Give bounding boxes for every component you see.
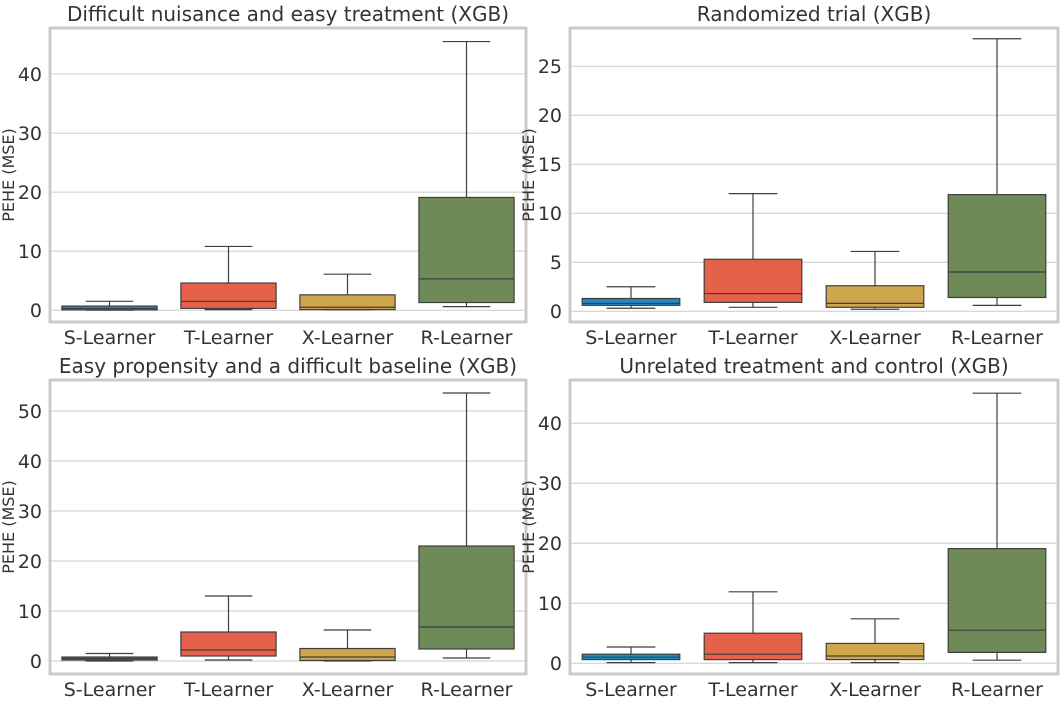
box-iqr — [180, 282, 277, 310]
x-tick-label: X-Learner — [302, 327, 394, 349]
box-iqr — [825, 642, 925, 661]
chart-title: Difficult nuisance and easy treatment (X… — [67, 2, 509, 26]
x-tick-label: X-Learner — [829, 679, 921, 701]
x-tick-label: S-Learner — [64, 679, 156, 701]
y-tick-label: 25 — [538, 56, 562, 78]
y-tick-label: 15 — [538, 154, 562, 176]
y-tick-label: 20 — [18, 182, 42, 204]
x-tick-label: T-Learner — [707, 679, 798, 701]
box-x-learner — [299, 629, 396, 662]
x-tick-label: S-Learner — [585, 679, 677, 701]
x-tick-label: R-Learner — [421, 327, 513, 349]
y-tick-label: 30 — [18, 501, 42, 523]
box-iqr — [418, 545, 515, 650]
box-r-learner — [947, 38, 1047, 306]
y-axis-label: PEHE (MSE) — [519, 480, 538, 574]
axes-frame — [568, 378, 1060, 676]
y-tick-label: 0 — [550, 301, 562, 323]
y-tick-label: 40 — [18, 64, 42, 86]
y-axis-label: PEHE (MSE) — [519, 128, 538, 222]
x-tick-label: S-Learner — [585, 327, 677, 349]
y-tick-label: 0 — [30, 300, 42, 322]
box-x-learner — [299, 273, 396, 311]
box-r-learner — [418, 40, 515, 308]
axes-frame — [48, 378, 528, 676]
y-tick-label: 10 — [538, 593, 562, 615]
y-tick-label: 10 — [18, 241, 42, 263]
x-tick-label: R-Learner — [421, 679, 513, 701]
box-iqr — [299, 647, 396, 662]
x-tick-label: T-Learner — [183, 327, 274, 349]
box-iqr — [825, 285, 925, 308]
box-x-learner — [825, 618, 925, 664]
box-iqr — [947, 194, 1047, 299]
box-s-learner — [581, 646, 681, 664]
chart-title: Randomized trial (XGB) — [697, 2, 932, 26]
box-r-learner — [947, 392, 1047, 661]
y-tick-label: 10 — [18, 601, 42, 623]
y-tick-label: 50 — [18, 401, 42, 423]
y-tick-label: 20 — [538, 533, 562, 555]
box-iqr — [703, 258, 803, 303]
x-tick-label: S-Learner — [64, 327, 156, 349]
subplot-3: 0 10 20 30 40 50 Easy propensity and a difficu… — [0, 354, 528, 701]
box-t-learner — [703, 591, 803, 664]
box-iqr — [180, 631, 277, 657]
subplot-4: 0 10 20 30 40 Unrelated treatment and control… — [519, 354, 1060, 701]
y-tick-label: 20 — [18, 551, 42, 573]
box-iqr — [581, 297, 681, 306]
y-tick-label: 5 — [550, 252, 562, 274]
box-r-learner — [418, 392, 515, 659]
y-tick-label: 20 — [538, 105, 562, 127]
x-tick-label: T-Learner — [707, 327, 798, 349]
chart-title: Unrelated treatment and control (XGB) — [619, 354, 1008, 378]
y-tick-label: 30 — [538, 473, 562, 495]
y-tick-label: 0 — [550, 653, 562, 675]
chart-title: Easy propensity and a difficult baseline… — [59, 354, 517, 378]
subplot-2: 0 5 10 15 20 25 Randomized trial (XGB) PEHE (MS… — [519, 2, 1060, 349]
box-s-learner — [61, 300, 158, 311]
box-iqr — [299, 294, 396, 311]
axes-frame — [48, 26, 528, 324]
box-s-learner — [581, 286, 681, 309]
box-t-learner — [703, 193, 803, 308]
y-tick-label: 10 — [538, 203, 562, 225]
box-iqr — [703, 632, 803, 661]
y-tick-label: 30 — [18, 123, 42, 145]
x-tick-label: T-Learner — [183, 679, 274, 701]
y-axis-label: PEHE (MSE) — [0, 480, 18, 574]
y-tick-label: 0 — [30, 651, 42, 673]
x-tick-label: R-Learner — [951, 327, 1043, 349]
box-x-learner — [825, 250, 925, 310]
box-s-learner — [61, 652, 158, 662]
y-tick-label: 40 — [18, 451, 42, 473]
x-tick-label: X-Learner — [302, 679, 394, 701]
box-t-learner — [180, 245, 277, 311]
subplot-1: 0 10 20 30 40 Difficult nuisance and easy tre… — [0, 2, 528, 349]
box-iqr — [418, 196, 515, 304]
y-tick-label: 40 — [538, 413, 562, 435]
y-axis-label: PEHE (MSE) — [0, 128, 18, 222]
x-tick-label: X-Learner — [829, 327, 921, 349]
x-tick-label: R-Learner — [951, 679, 1043, 701]
axes-frame — [568, 26, 1060, 324]
box-iqr — [947, 547, 1047, 653]
box-t-learner — [180, 595, 277, 661]
